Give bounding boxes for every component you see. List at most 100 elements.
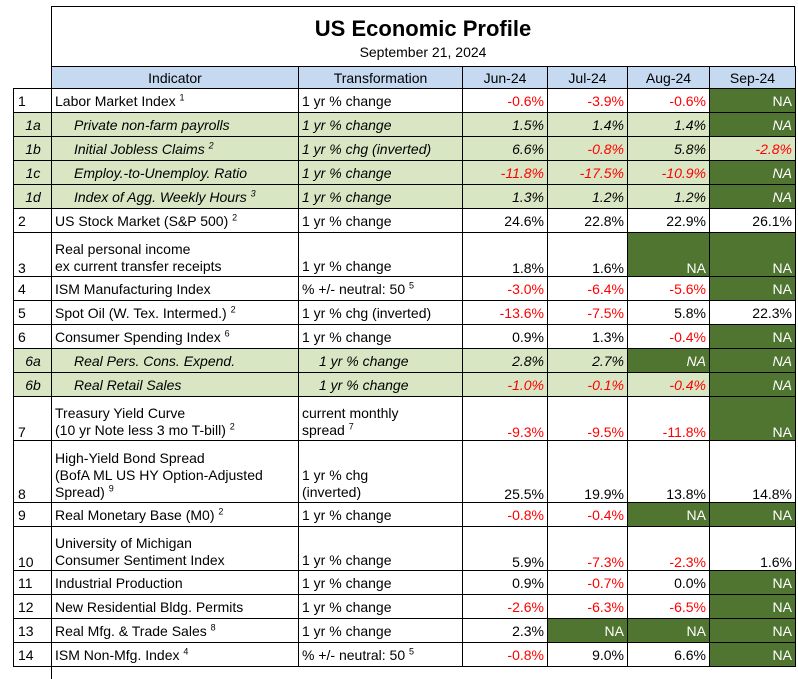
indicator-name: University of Michigan Consumer Sentiment… <box>51 526 299 571</box>
value-cell-jun: -0.8% <box>462 502 548 527</box>
value-text: NA <box>772 260 792 276</box>
indicator-name-text: University of Michigan <box>55 535 192 551</box>
value-text: -0.1% <box>587 376 624 393</box>
indicator-name: Employ.-to-Unemploy. Ratio <box>51 160 299 185</box>
value-text: 2.7% <box>592 352 624 369</box>
transformation-text: 1 yr % chg (inverted) <box>302 140 432 157</box>
row-number-label: 12 <box>18 598 34 615</box>
indicator-name-text: ex current transfer receipts <box>55 258 222 274</box>
row-number-label: 14 <box>18 646 34 663</box>
value-text: -3.9% <box>587 92 624 109</box>
value-cell-sep: NA <box>709 642 796 667</box>
row-number-label: 6a <box>25 352 41 369</box>
value-text: 2.3% <box>512 622 544 639</box>
table-row: 12 New Residential Bldg. Permits 1 yr % ch… <box>13 594 796 619</box>
table-tail-line <box>51 664 52 679</box>
value-cell-jun: 25.5% <box>462 440 548 503</box>
value-text: -0.7% <box>587 574 624 591</box>
header-blank <box>13 66 52 89</box>
footnote-ref: 9 <box>108 483 114 494</box>
value-cell-jul: -9.5% <box>547 396 628 441</box>
table-row: 14 ISM Non-Mfg. Index 4% +/- neutral: 50 … <box>13 642 796 667</box>
row-number: 11 <box>13 570 52 595</box>
table-row: 7 Treasury Yield Curve (10 yr Note less 3 … <box>13 396 796 441</box>
row-number: 5 <box>13 300 52 325</box>
transformation-text: 1 yr % change <box>302 506 392 523</box>
value-cell-jun: 2.3% <box>462 618 548 643</box>
row-number-label: 3 <box>18 260 26 276</box>
transformation: 1 yr % change <box>298 232 463 277</box>
row-number: 1 <box>13 88 52 113</box>
value-cell-jul: 1.4% <box>547 112 628 137</box>
value-text: 0.9% <box>512 574 544 591</box>
footnote-ref: 2 <box>229 421 235 432</box>
title-box: US Economic Profile September 21, 2024 <box>51 6 795 66</box>
indicator-name-text: ISM Non-Mfg. Index <box>55 646 180 663</box>
row-number-label: 5 <box>18 304 26 321</box>
value-cell-jun: -13.6% <box>462 300 548 325</box>
value-text: NA <box>772 352 792 369</box>
value-text: 22.3% <box>752 304 792 321</box>
row-number: 4 <box>13 276 52 301</box>
value-cell-sep: 14.8% <box>709 440 796 503</box>
value-text: 0.9% <box>512 328 544 345</box>
row-number: 13 <box>13 618 52 643</box>
row-number: 2 <box>13 208 52 233</box>
indicator-name-line: Treasury Yield Curve <box>55 405 295 422</box>
table-row: 1a Private non-farm payrolls 1 yr % change… <box>13 112 796 137</box>
transformation: 1 yr % change <box>298 324 463 349</box>
value-text: -7.5% <box>587 304 624 321</box>
value-text: 14.8% <box>752 486 792 502</box>
indicator-name-text: Labor Market Index <box>55 92 176 109</box>
value-cell-aug: NA <box>627 502 710 527</box>
indicator-name-text: Spot Oil (W. Tex. Intermed.) <box>55 304 227 321</box>
value-cell-jun: -9.3% <box>462 396 548 441</box>
indicator-name: Spot Oil (W. Tex. Intermed.) 2 <box>51 300 299 325</box>
row-number: 1a <box>13 112 52 137</box>
transformation-text: 1 yr % change <box>302 92 392 109</box>
value-cell-jul: 9.0% <box>547 642 628 667</box>
indicator-name-text: Employ.-to-Unemploy. Ratio <box>74 164 247 181</box>
value-text: 0.0% <box>674 574 706 591</box>
indicator-name-line: (BofA ML US HY Option-Adjusted <box>55 467 295 484</box>
value-cell-jun: -1.0% <box>462 372 548 397</box>
transformation: 1 yr % change <box>298 502 463 527</box>
value-cell-aug: 1.4% <box>627 112 710 137</box>
indicator-name-text: (BofA ML US HY Option-Adjusted <box>55 467 263 483</box>
row-number: 7 <box>13 396 52 441</box>
header-month-1: Jun-24 <box>462 66 548 89</box>
indicator-name-text: ISM Manufacturing Index <box>55 280 211 297</box>
value-text: NA <box>772 598 792 615</box>
header-row: Indicator Transformation Jun-24 Jul-24 A… <box>13 66 796 89</box>
value-text: 25.5% <box>504 486 544 502</box>
table-row: 6a Real Pers. Cons. Expend. 1 yr % change 2… <box>13 348 796 373</box>
transformation: 1 yr % chg (inverted) <box>298 300 463 325</box>
value-cell-jul: -3.9% <box>547 88 628 113</box>
value-text: -6.5% <box>669 598 706 615</box>
transformation-text: current monthly <box>302 405 399 421</box>
transformation: 1 yr % change <box>298 88 463 113</box>
indicator-name-text: Spread) <box>55 484 105 500</box>
value-cell-aug: -0.4% <box>627 324 710 349</box>
value-text: -0.6% <box>669 92 706 109</box>
value-cell-sep: NA <box>709 88 796 113</box>
value-text: -9.5% <box>587 424 624 440</box>
value-cell-aug: NA <box>627 618 710 643</box>
indicator-name-text: Index of Agg. Weekly Hours <box>74 188 247 205</box>
transformation: 1 yr % change <box>298 112 463 137</box>
value-text: 1.2% <box>592 188 624 205</box>
transformation-text: 1 yr % change <box>302 188 392 205</box>
indicator-name: Industrial Production <box>51 570 299 595</box>
indicator-name-line: (10 yr Note less 3 mo T-bill) 2 <box>55 422 295 439</box>
value-text: 1.3% <box>512 188 544 205</box>
row-number: 10 <box>13 526 52 571</box>
value-text: NA <box>686 622 706 639</box>
value-text: NA <box>772 424 792 440</box>
transformation-line: spread 7 <box>302 422 459 439</box>
transformation: 1 yr % change <box>298 208 463 233</box>
header-transformation: Transformation <box>298 66 463 89</box>
transformation-text: 1 yr % change <box>302 116 392 133</box>
